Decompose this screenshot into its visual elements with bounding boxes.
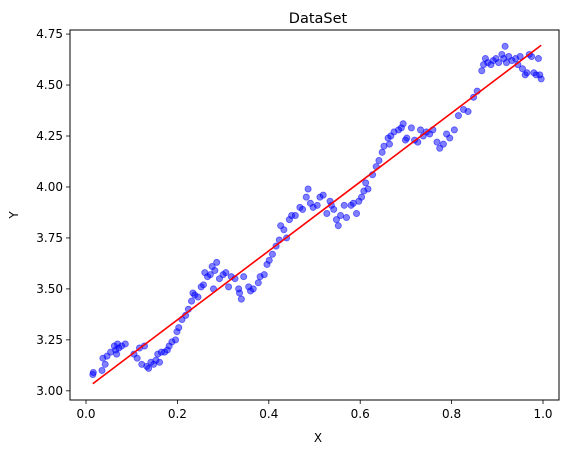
x-tick-label: 0.6 [351, 407, 370, 421]
y-tick-label: 3.75 [36, 231, 63, 245]
x-tick-label: 0.8 [442, 407, 461, 421]
data-point [364, 185, 372, 193]
data-point [254, 279, 262, 287]
data-point [101, 360, 109, 368]
data-point [302, 193, 310, 201]
scatter-series [89, 42, 545, 379]
data-point [89, 368, 97, 376]
data-point [433, 138, 441, 146]
data-point [133, 354, 141, 362]
y-axis-label: Y [7, 211, 21, 220]
data-point [211, 267, 219, 275]
data-point [534, 55, 542, 63]
data-point [156, 358, 164, 366]
data-point [121, 340, 129, 348]
data-point [222, 269, 230, 277]
data-point [213, 258, 221, 266]
data-point [362, 179, 370, 187]
data-point [98, 366, 106, 374]
data-point [464, 108, 472, 116]
data-point [399, 120, 407, 128]
data-point [353, 209, 361, 217]
y-tick-label: 4.50 [36, 78, 63, 92]
data-point [260, 271, 268, 279]
data-point [501, 42, 509, 50]
data-point [175, 324, 183, 332]
data-point [537, 75, 545, 83]
y-tick-label: 4.25 [36, 129, 63, 143]
data-point [340, 201, 348, 209]
data-point [304, 185, 312, 193]
data-point [145, 364, 153, 372]
data-point [330, 205, 338, 213]
data-point [225, 283, 233, 291]
x-axis-label: X [314, 431, 322, 445]
data-point [319, 191, 327, 199]
data-point [358, 193, 366, 201]
x-tick-label: 0.2 [168, 407, 187, 421]
data-point [291, 212, 299, 220]
data-point [323, 209, 331, 217]
x-tick-label: 0.0 [76, 407, 95, 421]
y-tick-label: 4.75 [36, 27, 63, 41]
y-tick-label: 3.25 [36, 333, 63, 347]
data-point [516, 53, 524, 61]
data-point [417, 126, 425, 134]
data-point [334, 222, 342, 230]
data-point [446, 134, 454, 142]
data-point [188, 297, 196, 305]
data-point [332, 216, 340, 224]
data-point [206, 271, 214, 279]
regression-series [92, 44, 542, 385]
data-point [268, 250, 276, 258]
y-tick-label: 3.00 [36, 384, 63, 398]
x-tick-label: 0.4 [259, 407, 278, 421]
data-point [495, 59, 503, 67]
data-point [342, 214, 350, 222]
data-point [236, 289, 244, 297]
data-point [280, 226, 288, 234]
data-point [439, 140, 447, 148]
data-point [478, 67, 486, 75]
data-point [378, 148, 386, 156]
plot-frame [69, 29, 560, 401]
data-point [454, 112, 462, 120]
data-point [299, 205, 307, 213]
data-point [199, 281, 207, 289]
data-point [385, 140, 393, 148]
data-point [375, 156, 383, 164]
x-tick-label: 1.0 [533, 407, 552, 421]
data-point [450, 126, 458, 134]
data-point [237, 295, 245, 303]
data-point [265, 256, 273, 264]
data-point [172, 336, 180, 344]
data-point [407, 124, 415, 132]
data-point [518, 65, 526, 73]
data-point [249, 285, 257, 293]
data-point [240, 273, 248, 281]
fit-line [92, 44, 542, 385]
chart-title: DataSet [289, 11, 348, 27]
data-point [337, 212, 345, 220]
data-point [403, 134, 411, 142]
y-tick-label: 4.00 [36, 180, 63, 194]
data-point [523, 69, 531, 77]
x-axis-ticks: 0.0 0.2 0.4 0.6 0.8 1.0 [76, 400, 553, 421]
y-tick-label: 3.50 [36, 282, 63, 296]
data-point [113, 350, 121, 358]
data-point [313, 201, 321, 209]
y-axis-ticks: 3.00 3.25 3.50 3.75 4.00 4.25 4.50 4.75 [36, 27, 70, 398]
data-point [194, 293, 202, 301]
